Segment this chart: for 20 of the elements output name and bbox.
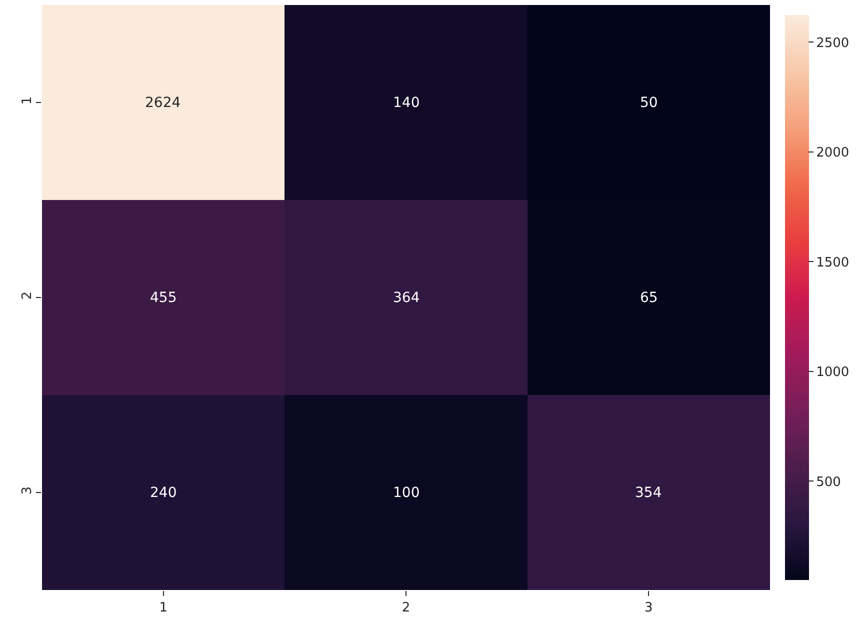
data-label: 354 xyxy=(635,485,662,501)
x-tick-label: 3 xyxy=(644,600,653,616)
data-label: 140 xyxy=(393,95,420,111)
x-tick-label: 1 xyxy=(159,600,168,616)
color-bar-label: 2000 xyxy=(816,146,850,161)
data-label: 240 xyxy=(150,485,177,501)
color-bar-label: 1500 xyxy=(816,255,850,270)
data-label: 2624 xyxy=(145,95,181,111)
color-bar-label: 2500 xyxy=(816,36,850,51)
data-label: 364 xyxy=(393,290,420,306)
y-tick-label: 3 xyxy=(20,486,35,495)
color-bar-label: 500 xyxy=(816,474,841,490)
x-tick-label: 2 xyxy=(402,600,410,616)
data-label: 50 xyxy=(640,95,658,111)
color-bar-label: 1000 xyxy=(816,365,850,380)
data-label: 100 xyxy=(393,485,420,501)
data-label: 65 xyxy=(640,290,658,306)
y-tick-label: 1 xyxy=(20,96,35,105)
data-label: 455 xyxy=(150,290,177,306)
y-tick-label: 2 xyxy=(20,291,35,300)
